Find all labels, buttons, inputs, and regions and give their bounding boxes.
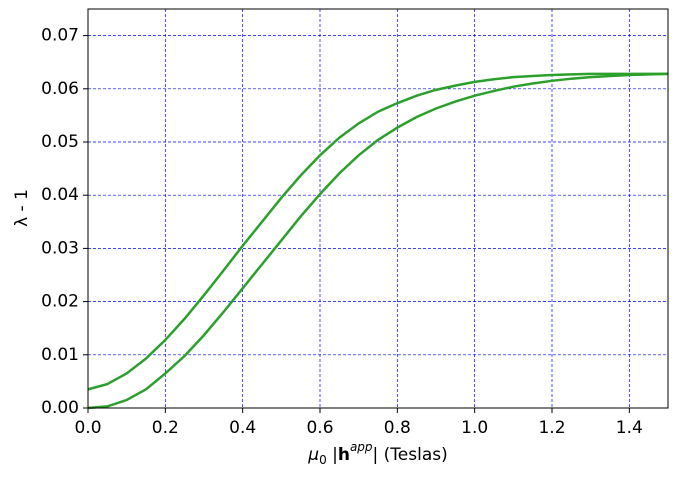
data-line — [87, 72, 668, 391]
y-tick-label: 0.07 — [41, 26, 79, 46]
plot-frame — [87, 8, 669, 409]
y-axis-label: λ - 1 — [12, 189, 32, 227]
y-tick-label: 0.03 — [41, 238, 79, 258]
y-tick-label: 0.04 — [41, 185, 79, 205]
x-tick-label: 1.4 — [616, 418, 643, 438]
x-tick-label: 0.0 — [74, 418, 101, 438]
x-axis-label: μ0 |happ| (Teslas) — [307, 440, 448, 467]
y-tick-label: 0.02 — [41, 292, 79, 312]
y-tick-label: 0.00 — [41, 398, 79, 418]
x-label-part: app — [350, 440, 373, 454]
y-tick-label: 0.01 — [41, 345, 79, 365]
x-label-part: | — [327, 445, 338, 465]
x-label-part: h — [338, 445, 350, 465]
x-tick-label: 0.6 — [306, 418, 333, 438]
x-tick-label: 0.2 — [152, 418, 179, 438]
x-label-part: 0 — [319, 453, 327, 467]
x-tick-label: 0.4 — [229, 418, 256, 438]
x-tick-label: 0.8 — [384, 418, 411, 438]
data-line — [87, 72, 669, 410]
y-tick-label: 0.06 — [41, 79, 79, 99]
y-tick-label: 0.05 — [41, 132, 79, 152]
x-label-part: μ — [307, 445, 319, 465]
x-label-part: | (Teslas) — [373, 445, 448, 465]
x-tick-label: 1.2 — [538, 418, 565, 438]
x-tick-label: 1.0 — [461, 418, 488, 438]
